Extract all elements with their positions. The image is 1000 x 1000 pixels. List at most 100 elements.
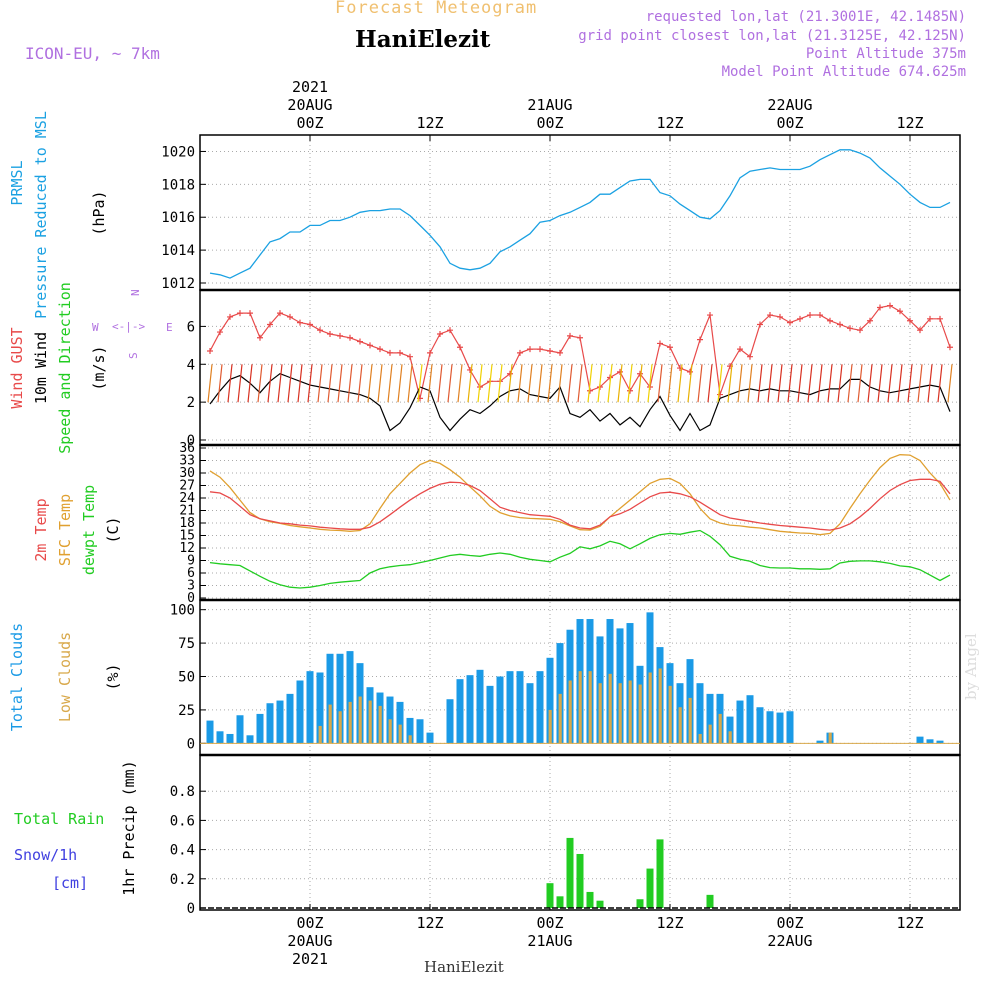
y-tick-label-1-3: 6 [187,319,195,335]
low-cloud-bar [388,719,392,744]
rain-bar [646,868,654,908]
gust-marker [947,344,953,351]
wind-arrow [247,364,253,403]
y-tick-label-2-1: 3 [187,579,195,594]
wind-arrow [787,364,793,403]
low-cloud-bar [338,711,342,744]
gust-marker [367,342,373,349]
wind-arrow [557,364,563,403]
wind-arrow [487,364,493,403]
gust-marker [387,349,393,356]
top-time-label-4: 00Z [776,114,803,132]
gust-marker [777,313,783,320]
wind-arrow [567,364,573,403]
gust-marker [617,368,623,375]
low-cloud-bar [598,683,602,744]
bottom-date-label-2: 21AUG [527,932,572,950]
rain-bar [656,839,664,908]
low-cloud-bar [648,672,652,744]
y-tick-label-2-3: 9 [187,554,195,569]
top-date-label-4: 22AUG [767,96,812,114]
total-cloud-bar [496,676,504,744]
wind-arrow [777,364,783,403]
gust-marker [397,349,403,356]
low-cloud-bar [718,713,722,744]
gust-marker [767,312,773,319]
wind-arrow [667,364,673,403]
total-cloud-bar [756,707,764,744]
wind-arrow [697,364,703,403]
rain-bar [546,883,554,908]
wind-arrow [627,364,633,403]
wind-arrow [267,364,273,403]
clouds-label-total: Total Clouds [8,623,26,731]
y-tick-label-1-1: 2 [187,395,195,411]
wind-arrow [547,364,553,403]
wind-arrow [617,364,623,403]
wind-arrow [707,364,713,403]
total-cloud-bar [526,683,534,744]
gust-marker [237,310,243,317]
wind-arrow [317,364,323,403]
wind-arrow [347,364,353,403]
rain-bar [586,891,594,908]
wind-arrow [237,364,243,403]
gust-marker [837,321,843,328]
y-tick-label-0-4: 1020 [161,144,195,160]
y-tick-label-0-3: 1018 [161,177,195,193]
station-title: HaniElezit [355,26,491,53]
total-cloud-bar [266,703,274,744]
wind-arrow [577,364,583,403]
bottom-time-label-5: 12Z [896,914,923,932]
wind-arrow [417,364,423,403]
wind-arrow [537,364,543,403]
gust-marker [707,312,713,319]
total-cloud-bar [406,717,414,744]
total-cloud-bar [556,643,564,744]
wind-arrow [497,364,503,403]
gust-marker [567,332,573,339]
y-tick-label-2-5: 15 [179,529,195,544]
rain-bar [636,899,644,908]
low-cloud-bar [318,725,322,744]
wind-arrow [297,364,303,403]
low-cloud-bar [658,668,662,744]
total-cloud-bar [736,700,744,744]
point-altitude: Point Altitude 375m [805,46,966,62]
y-tick-label-4-2: 0.4 [170,843,195,859]
low-cloud-bar [728,731,732,744]
bottom-date-label-0: 20AUG [287,932,332,950]
wind-arrow [747,364,753,403]
y-tick-label-3-1: 25 [178,703,195,719]
gust-marker [667,344,673,351]
total-cloud-bar [426,732,434,744]
y-tick-label-1-0: 0 [187,433,195,449]
total-cloud-bar [936,740,944,744]
precip-label-rain: Total Rain [14,810,104,828]
rain-bar [706,894,714,908]
wind-arrow [757,364,763,403]
low-cloud-bar [548,709,552,744]
low-cloud-bar [698,733,702,744]
pressure-label-msl: Pressure Reduced to MSL [32,111,50,319]
wind-arrow [337,364,343,403]
y-tick-label-2-6: 18 [179,516,195,531]
gust-marker [927,315,933,322]
wind-label-gust: Wind GUST [8,327,26,408]
wind-arrow [807,364,813,403]
wind-label-unit: (m/s) [90,345,108,390]
gust-marker [887,302,893,309]
gust-marker [877,304,883,311]
bottom-time-label-4: 00Z [776,914,803,932]
gust-marker [857,327,863,334]
requested-coords: requested lon,lat (21.3001E, 42.1485N) [645,9,966,25]
y-tick-label-2-11: 33 [179,454,195,469]
wind-arrow [517,364,523,403]
total-cloud-bar [696,683,704,744]
wind-arrow [467,364,473,403]
low-cloud-bar [358,696,362,744]
wind-arrow [407,364,413,403]
wind-arrow [867,364,873,403]
temp-2m-line [209,478,951,531]
